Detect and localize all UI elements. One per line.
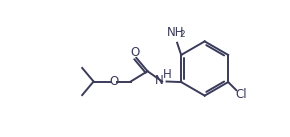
- Text: Cl: Cl: [235, 88, 247, 101]
- Text: O: O: [109, 75, 119, 88]
- Text: N: N: [155, 74, 163, 87]
- Text: NH: NH: [167, 26, 184, 39]
- Text: O: O: [130, 46, 139, 59]
- Text: 2: 2: [180, 30, 185, 39]
- Text: H: H: [163, 68, 172, 81]
